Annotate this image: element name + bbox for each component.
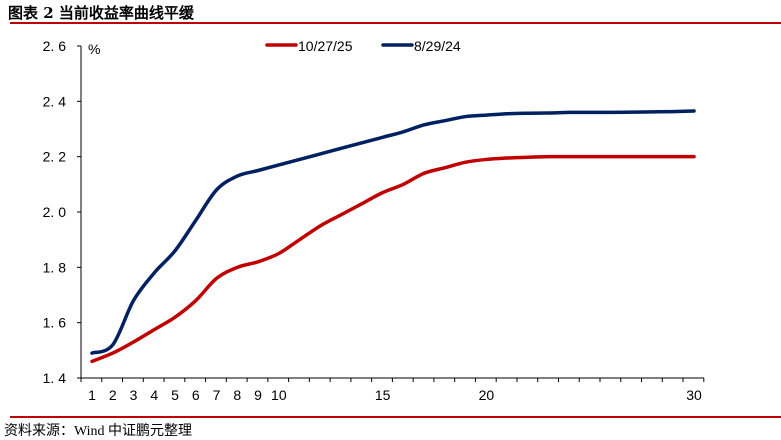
bottom-divider [10, 416, 781, 418]
legend-label: 10/27/25 [298, 38, 353, 54]
x-tick-label: 20 [479, 387, 495, 403]
top-divider [10, 22, 781, 24]
x-tick-label: 8 [233, 387, 241, 403]
x-tick-label: 4 [150, 387, 158, 403]
y-tick-label: 2. 4 [43, 93, 67, 109]
series-line-10-27-25 [90, 154, 696, 364]
y-tick-label: 1. 6 [43, 315, 67, 331]
x-tick-label: 9 [254, 387, 262, 403]
series-line-8-29-24 [90, 109, 696, 355]
x-tick-label: 6 [192, 387, 200, 403]
y-tick-label: 2. 6 [43, 38, 67, 54]
x-tick-label: 7 [213, 387, 221, 403]
y-tick-label: 2. 2 [43, 149, 67, 165]
x-tick-label: 30 [686, 387, 702, 403]
y-tick-label: 1. 4 [43, 370, 67, 386]
x-tick-label: 1 [88, 387, 96, 403]
figure-title: 图表 2 当前收益率曲线平缓 [8, 4, 194, 22]
source-note: 资料来源：Wind 中证鹏元整理 [4, 424, 193, 439]
y-axis-unit: % [88, 41, 100, 57]
x-tick-label: 10 [271, 387, 287, 403]
y-tick-label: 1. 8 [43, 259, 67, 275]
legend-label: 8/29/24 [414, 38, 461, 54]
x-tick-label: 2 [109, 387, 117, 403]
y-tick-label: 2. 0 [43, 204, 67, 220]
x-tick-label: 5 [171, 387, 179, 403]
x-tick-label: 15 [375, 387, 391, 403]
x-tick-label: 3 [130, 387, 138, 403]
